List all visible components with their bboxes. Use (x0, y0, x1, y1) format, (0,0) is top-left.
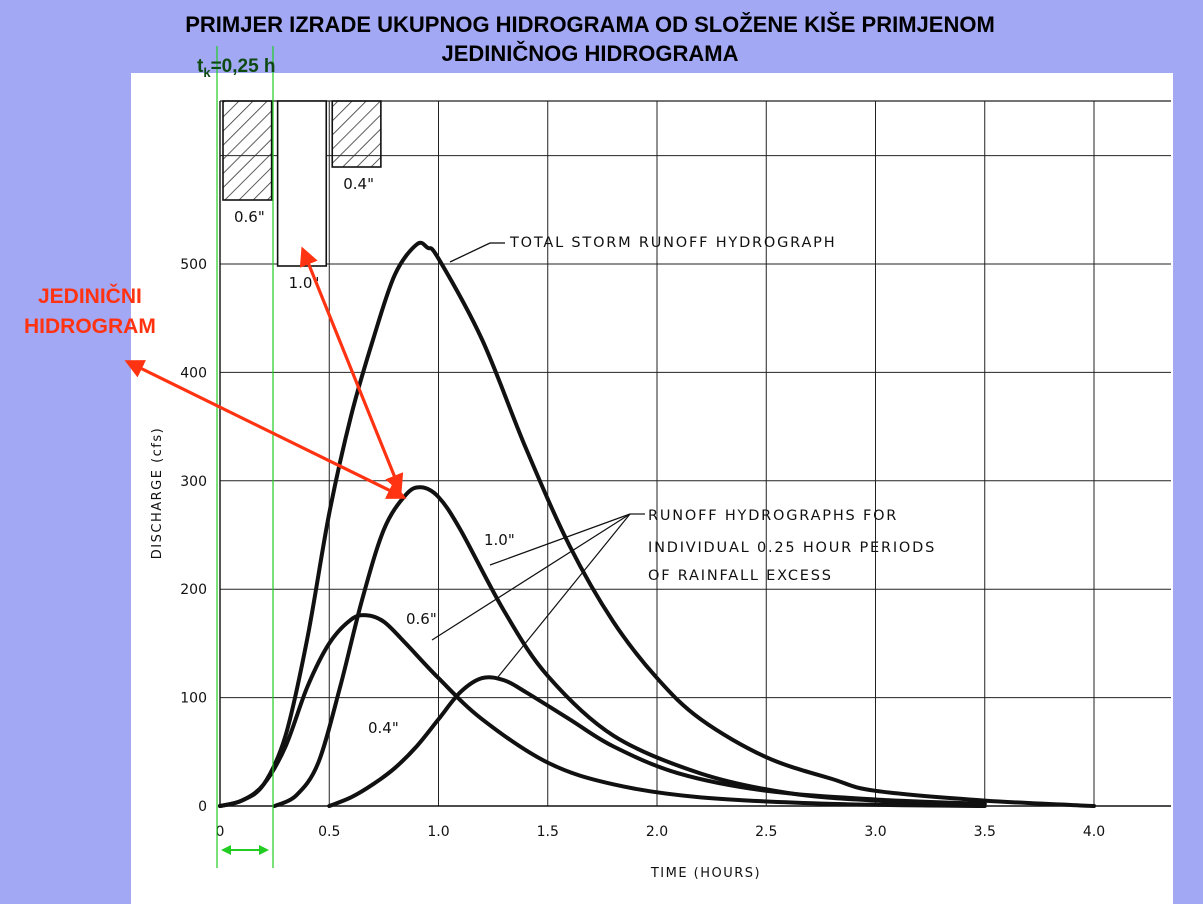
x-axis-label: TIME (HOURS) (650, 866, 761, 881)
series-0.4-hydrograph (327, 675, 987, 808)
tk-prefix: t (197, 56, 204, 77)
x-tick-label: 0.5 (318, 824, 340, 840)
x-tick-label: 4.0 (1083, 824, 1105, 840)
runoff-group-label-line-2: INDIVIDUAL 0.25 HOUR PERIODS (648, 540, 936, 556)
runoff-group-label-line-3: OF RAINFALL EXCESS (648, 568, 833, 584)
tk-label: tk=0,25 h (197, 56, 276, 80)
y-tick-label: 400 (180, 365, 207, 381)
runoff-group-leader (489, 513, 631, 566)
total-runoff-label: TOTAL STORM RUNOFF HYDROGRAPH (509, 235, 836, 251)
x-tick-label: 0 (216, 824, 225, 840)
x-tick-label: 1.5 (537, 824, 559, 840)
y-tick-label: 300 (180, 474, 207, 490)
series-0.6-label: 0.6" (406, 610, 437, 628)
rainfall-label-1: 0.6" (234, 208, 265, 226)
rainfall-label-3: 0.4" (343, 175, 374, 193)
slide-title: PRIMJER IZRADE UKUPNOG HIDROGRAMA OD SLO… (40, 10, 1140, 68)
rainfall-bar-3 (331, 100, 382, 168)
x-tick-label: 3.5 (974, 824, 996, 840)
rainfall-bar-1 (222, 100, 273, 201)
unit-hydrograph-label-line-1: JEDINIČNI (37, 285, 142, 308)
y-tick-label: 200 (180, 582, 207, 598)
slide-title-line-1: PRIMJER IZRADE UKUPNOG HIDROGRAMA OD SLO… (185, 12, 995, 37)
runoff-group-label-line-1: RUNOFF HYDROGRAPHS FOR (648, 508, 898, 524)
series-0.6-hydrograph (218, 613, 987, 808)
runoff-group-leader (431, 513, 631, 641)
y-tick-label: 500 (180, 257, 207, 273)
total-runoff-leader (449, 242, 491, 263)
series-1.0-label: 1.0" (484, 531, 515, 549)
y-axis-label: DISCHARGE (cfs) (150, 427, 165, 559)
x-tick-label: 1.0 (427, 824, 449, 840)
x-tick-label: 3.0 (864, 824, 886, 840)
rainfall-bar-2 (276, 100, 328, 267)
tk-value: =0,25 h (210, 56, 276, 77)
x-tick-label: 2.5 (755, 824, 777, 840)
y-tick-label: 0 (198, 799, 207, 815)
runoff-group-leader (497, 513, 631, 678)
series-total-storm-hydrograph (218, 240, 1096, 808)
x-tick-label: 2.0 (646, 824, 668, 840)
series-0.4-label: 0.4" (368, 719, 399, 737)
unit-hydrograph-label-line-2: HIDROGRAM (24, 315, 156, 338)
unit-hydrograph-label: JEDINIČNI HIDROGRAM (24, 282, 156, 342)
slide-title-line-2: JEDINIČNOG HIDROGRAMA (441, 41, 739, 66)
tk-subscript: k (203, 64, 211, 80)
y-tick-label: 100 (180, 691, 207, 707)
unit-hydrograph-arrow-up (299, 246, 404, 494)
